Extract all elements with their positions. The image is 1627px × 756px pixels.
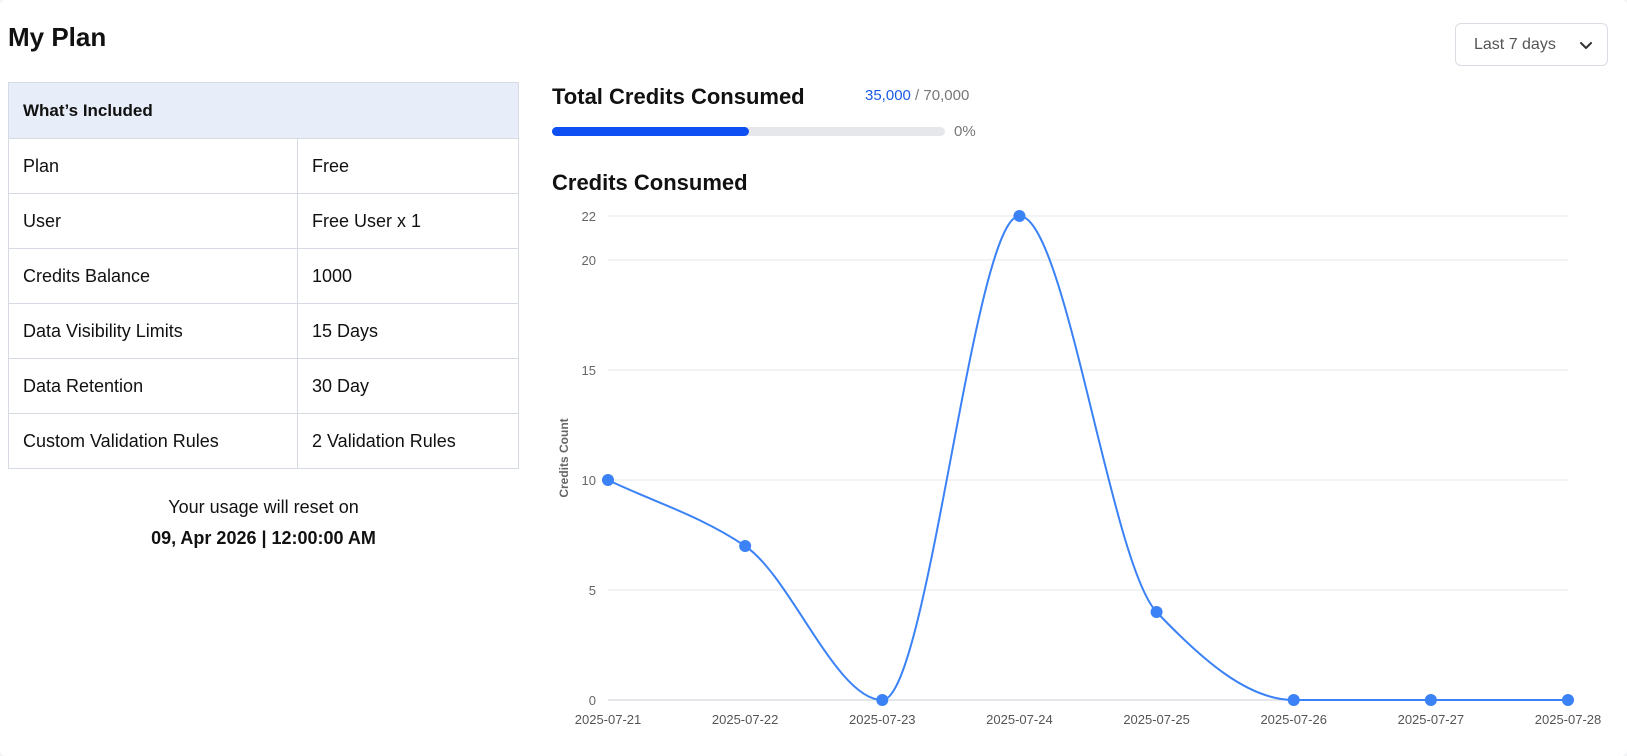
chart-title: Credits Consumed: [552, 170, 748, 195]
total-credits-title: Total Credits Consumed: [552, 84, 805, 109]
date-range-select[interactable]: Last 7 days: [1455, 23, 1608, 66]
credits-total: 70,000: [923, 87, 970, 104]
data-point: [1424, 694, 1437, 706]
y-tick-label: 0: [589, 693, 596, 708]
row-label: Data Retention: [8, 358, 298, 414]
x-tick-label: 2025-07-26: [1260, 712, 1327, 727]
row-label: Credits Balance: [8, 248, 298, 304]
row-label: Data Visibility Limits: [8, 303, 298, 359]
table-row: Custom Validation Rules 2 Validation Rul…: [8, 413, 519, 469]
row-label: Plan: [8, 138, 298, 194]
row-label: Custom Validation Rules: [8, 413, 298, 469]
reset-date: 09, Apr 2026 | 12:00:00 AM: [151, 528, 376, 548]
data-point: [1150, 606, 1163, 618]
credits-usage-count: 35,000 / 70,000: [865, 87, 969, 104]
credits-progress-percent: 0%: [954, 123, 976, 140]
data-point: [1562, 694, 1574, 706]
y-tick-label: 22: [582, 209, 596, 224]
row-value: 15 Days: [297, 303, 519, 359]
x-tick-label: 2025-07-21: [575, 712, 642, 727]
date-range-value: Last 7 days: [1474, 35, 1556, 53]
x-tick-label: 2025-07-23: [849, 712, 916, 727]
data-point: [1013, 210, 1026, 222]
row-value: 1000: [297, 248, 519, 304]
row-value: Free: [297, 138, 519, 194]
credits-used: 35,000: [865, 87, 911, 104]
data-point: [602, 474, 614, 486]
usage-reset-info: Your usage will reset on 09, Apr 2026 | …: [8, 492, 519, 554]
table-row: Data Visibility Limits 15 Days: [8, 303, 519, 359]
row-label: User: [8, 193, 298, 249]
x-tick-label: 2025-07-25: [1123, 712, 1190, 727]
row-value: 30 Day: [297, 358, 519, 414]
data-point: [1287, 694, 1300, 706]
page-title: My Plan: [8, 22, 107, 52]
chevron-down-icon: [1580, 42, 1592, 49]
credits-separator: /: [910, 87, 924, 104]
x-tick-label: 2025-07-24: [986, 712, 1053, 727]
table-row: Credits Balance 1000: [8, 248, 519, 304]
table-row: Plan Free: [8, 138, 519, 194]
series-line: [607, 214, 1568, 702]
reset-text: Your usage will reset on: [168, 497, 359, 517]
y-tick-label: 5: [589, 583, 596, 598]
credits-progress-fill: [552, 127, 749, 136]
x-tick-label: 2025-07-28: [1535, 712, 1602, 727]
x-tick-label: 2025-07-22: [712, 712, 779, 727]
plan-details-table: What’s Included Plan Free User Free User…: [8, 82, 519, 469]
row-value: 2 Validation Rules: [297, 413, 519, 469]
credits-progress-bar: [552, 127, 945, 136]
y-axis-label: Credits Count: [557, 418, 571, 497]
data-point: [876, 694, 889, 706]
y-tick-label: 15: [582, 363, 596, 378]
y-tick-label: 20: [582, 253, 596, 268]
data-point: [739, 540, 752, 552]
y-tick-label: 10: [582, 473, 596, 488]
x-tick-label: 2025-07-27: [1398, 712, 1465, 727]
table-row: Data Retention 30 Day: [8, 358, 519, 414]
